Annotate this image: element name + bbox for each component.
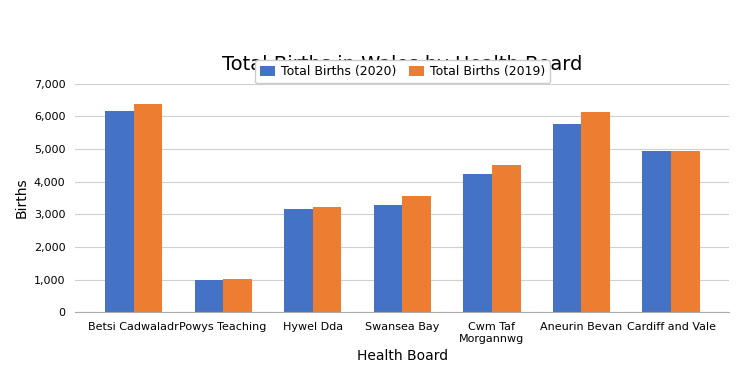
Bar: [223, 279, 252, 312]
Bar: [553, 124, 581, 312]
X-axis label: Health Board: Health Board: [356, 349, 448, 363]
Y-axis label: Births: Births: [14, 178, 29, 218]
Bar: [492, 165, 520, 312]
Bar: [105, 111, 134, 312]
Bar: [463, 174, 492, 312]
Bar: [642, 151, 671, 312]
Bar: [284, 209, 313, 312]
Title: Total Births in Wales by Health Board: Total Births in Wales by Health Board: [222, 55, 583, 74]
Bar: [374, 205, 402, 312]
Bar: [313, 207, 341, 312]
Bar: [134, 104, 162, 312]
Bar: [581, 112, 610, 312]
Bar: [402, 197, 431, 312]
Legend: Total Births (2020), Total Births (2019): Total Births (2020), Total Births (2019): [254, 60, 550, 83]
Bar: [195, 280, 223, 312]
Bar: [671, 151, 699, 312]
